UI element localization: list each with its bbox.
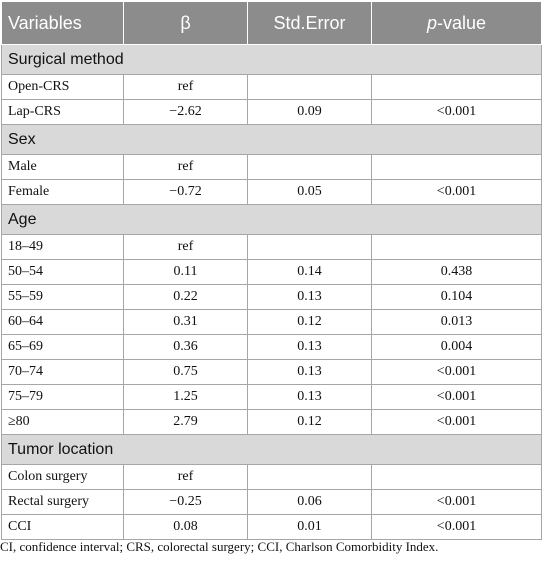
section-title: Sex bbox=[1, 124, 542, 155]
cell-se: 0.13 bbox=[247, 384, 372, 410]
regression-table: Variables β Std.Error p-value Surgical m… bbox=[1, 1, 542, 540]
cell-beta: ref bbox=[123, 154, 248, 180]
cell-label: Open-CRS bbox=[1, 74, 124, 100]
header-std-error: Std.Error bbox=[247, 1, 372, 45]
table-row: Lap-CRS −2.62 0.09 <0.001 bbox=[1, 99, 542, 125]
header-row: Variables β Std.Error p-value bbox=[1, 1, 542, 45]
cell-p bbox=[371, 74, 542, 100]
table-row: Open-CRS ref bbox=[1, 74, 542, 100]
table-row: 18–49 ref bbox=[1, 234, 542, 260]
cell-beta: −0.25 bbox=[123, 489, 248, 515]
cell-beta: 0.75 bbox=[123, 359, 248, 385]
cell-se bbox=[247, 74, 372, 100]
cell-beta: 0.22 bbox=[123, 284, 248, 310]
table-row: 55–59 0.22 0.13 0.104 bbox=[1, 284, 542, 310]
header-variables: Variables bbox=[1, 1, 124, 45]
cell-label: 75–79 bbox=[1, 384, 124, 410]
section-row-surgical-method: Surgical method bbox=[1, 44, 542, 75]
cell-label: Lap-CRS bbox=[1, 99, 124, 125]
cell-beta: 0.08 bbox=[123, 514, 248, 540]
cell-se: 0.13 bbox=[247, 359, 372, 385]
cell-p: <0.001 bbox=[371, 489, 542, 515]
cell-se: 0.01 bbox=[247, 514, 372, 540]
cell-beta: 1.25 bbox=[123, 384, 248, 410]
cell-p: <0.001 bbox=[371, 179, 542, 205]
cell-beta: −0.72 bbox=[123, 179, 248, 205]
cell-label: Male bbox=[1, 154, 124, 180]
table-row: ≥80 2.79 0.12 <0.001 bbox=[1, 409, 542, 435]
table-row: 75–79 1.25 0.13 <0.001 bbox=[1, 384, 542, 410]
section-title: Surgical method bbox=[1, 44, 542, 75]
cell-p bbox=[371, 234, 542, 260]
cell-se: 0.14 bbox=[247, 259, 372, 285]
cell-p: <0.001 bbox=[371, 359, 542, 385]
cell-se: 0.12 bbox=[247, 309, 372, 335]
table-footnote: CI, confidence interval; CRS, colorectal… bbox=[0, 539, 439, 554]
section-title: Age bbox=[1, 204, 542, 235]
cell-p: <0.001 bbox=[371, 99, 542, 125]
cell-se: 0.13 bbox=[247, 284, 372, 310]
cell-label: 65–69 bbox=[1, 334, 124, 360]
table-row: CCI 0.08 0.01 <0.001 bbox=[1, 514, 542, 540]
table-row: 70–74 0.75 0.13 <0.001 bbox=[1, 359, 542, 385]
cell-label: 18–49 bbox=[1, 234, 124, 260]
cell-se bbox=[247, 464, 372, 490]
table-row: 50–54 0.11 0.14 0.438 bbox=[1, 259, 542, 285]
cell-beta: −2.62 bbox=[123, 99, 248, 125]
table-row: 65–69 0.36 0.13 0.004 bbox=[1, 334, 542, 360]
cell-p bbox=[371, 464, 542, 490]
cell-label: ≥80 bbox=[1, 409, 124, 435]
cell-label: 55–59 bbox=[1, 284, 124, 310]
cell-se: 0.09 bbox=[247, 99, 372, 125]
table-row: Rectal surgery −0.25 0.06 <0.001 bbox=[1, 489, 542, 515]
header-p-italic: p bbox=[426, 12, 437, 33]
cell-label: 70–74 bbox=[1, 359, 124, 385]
cell-se bbox=[247, 234, 372, 260]
section-row-age: Age bbox=[1, 204, 542, 235]
section-row-tumor-location: Tumor location bbox=[1, 434, 542, 465]
cell-label: CCI bbox=[1, 514, 124, 540]
cell-beta: ref bbox=[123, 74, 248, 100]
table-row: 60–64 0.31 0.12 0.013 bbox=[1, 309, 542, 335]
header-beta: β bbox=[123, 1, 248, 45]
cell-p: <0.001 bbox=[371, 514, 542, 540]
cell-p: 0.104 bbox=[371, 284, 542, 310]
table-row: Male ref bbox=[1, 154, 542, 180]
cell-label: 60–64 bbox=[1, 309, 124, 335]
cell-p: 0.013 bbox=[371, 309, 542, 335]
header-p-value: p-value bbox=[371, 1, 542, 45]
cell-label: Colon surgery bbox=[1, 464, 124, 490]
table-row: Female −0.72 0.05 <0.001 bbox=[1, 179, 542, 205]
section-row-sex: Sex bbox=[1, 124, 542, 155]
cell-beta: 0.36 bbox=[123, 334, 248, 360]
cell-p: 0.004 bbox=[371, 334, 542, 360]
table-row: Colon surgery ref bbox=[1, 464, 542, 490]
cell-beta: 0.31 bbox=[123, 309, 248, 335]
section-title: Tumor location bbox=[1, 434, 542, 465]
cell-beta: ref bbox=[123, 464, 248, 490]
cell-p bbox=[371, 154, 542, 180]
cell-p: <0.001 bbox=[371, 409, 542, 435]
cell-se: 0.05 bbox=[247, 179, 372, 205]
cell-se bbox=[247, 154, 372, 180]
cell-beta: 0.11 bbox=[123, 259, 248, 285]
cell-label: Female bbox=[1, 179, 124, 205]
cell-beta: ref bbox=[123, 234, 248, 260]
cell-beta: 2.79 bbox=[123, 409, 248, 435]
header-p-rest: -value bbox=[436, 12, 487, 33]
cell-label: 50–54 bbox=[1, 259, 124, 285]
cell-se: 0.06 bbox=[247, 489, 372, 515]
cell-label: Rectal surgery bbox=[1, 489, 124, 515]
cell-se: 0.12 bbox=[247, 409, 372, 435]
cell-se: 0.13 bbox=[247, 334, 372, 360]
cell-p: <0.001 bbox=[371, 384, 542, 410]
cell-p: 0.438 bbox=[371, 259, 542, 285]
